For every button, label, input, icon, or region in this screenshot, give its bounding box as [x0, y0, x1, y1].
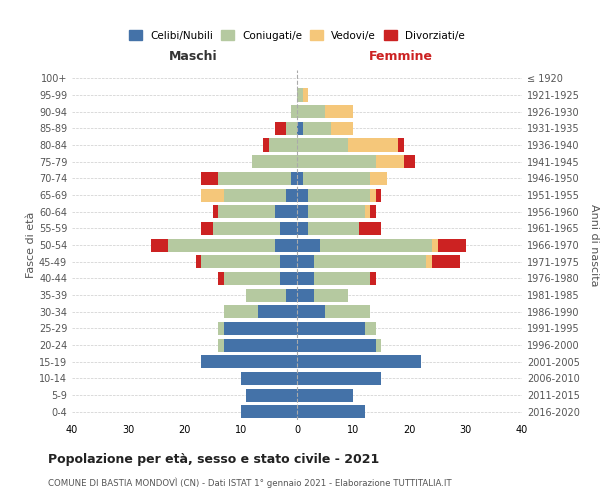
- Bar: [218, 172, 292, 185]
- Bar: [359, 222, 382, 235]
- Bar: [370, 172, 387, 185]
- Bar: [437, 238, 466, 252]
- Bar: [308, 205, 365, 218]
- Bar: [314, 272, 370, 285]
- Bar: [292, 172, 297, 185]
- Bar: [292, 105, 297, 118]
- Bar: [280, 272, 297, 285]
- Bar: [252, 155, 297, 168]
- Bar: [275, 205, 297, 218]
- Bar: [376, 155, 404, 168]
- Bar: [347, 138, 398, 151]
- Bar: [314, 288, 347, 302]
- Bar: [224, 338, 297, 351]
- Bar: [297, 388, 353, 402]
- Bar: [297, 155, 376, 168]
- Bar: [320, 238, 432, 252]
- Bar: [398, 138, 404, 151]
- Bar: [286, 188, 297, 202]
- Bar: [432, 238, 437, 252]
- Bar: [325, 305, 370, 318]
- Bar: [297, 105, 325, 118]
- Bar: [224, 272, 280, 285]
- Text: Popolazione per età, sesso e stato civile - 2021: Popolazione per età, sesso e stato civil…: [48, 452, 379, 466]
- Bar: [202, 222, 212, 235]
- Bar: [297, 305, 325, 318]
- Bar: [376, 188, 382, 202]
- Legend: Celibi/Nubili, Coniugati/e, Vedovi/e, Divorziati/e: Celibi/Nubili, Coniugati/e, Vedovi/e, Di…: [125, 26, 469, 45]
- Bar: [308, 188, 370, 202]
- Bar: [365, 322, 376, 335]
- Bar: [297, 272, 314, 285]
- Bar: [376, 338, 382, 351]
- Y-axis label: Fasce di età: Fasce di età: [26, 212, 36, 278]
- Bar: [280, 222, 297, 235]
- Bar: [370, 205, 376, 218]
- Bar: [224, 188, 286, 202]
- Bar: [263, 138, 269, 151]
- Bar: [297, 222, 308, 235]
- Bar: [269, 138, 297, 151]
- Bar: [218, 322, 224, 335]
- Bar: [297, 122, 302, 135]
- Bar: [331, 122, 353, 135]
- Text: COMUNE DI BASTIA MONDOVÌ (CN) - Dati ISTAT 1° gennaio 2021 - Elaborazione TUTTIT: COMUNE DI BASTIA MONDOVÌ (CN) - Dati IST…: [48, 478, 452, 488]
- Bar: [297, 338, 376, 351]
- Bar: [257, 305, 297, 318]
- Bar: [432, 255, 460, 268]
- Bar: [275, 122, 286, 135]
- Bar: [302, 88, 308, 102]
- Bar: [297, 288, 314, 302]
- Bar: [297, 88, 302, 102]
- Bar: [297, 238, 320, 252]
- Bar: [202, 188, 224, 202]
- Bar: [286, 288, 297, 302]
- Bar: [151, 238, 167, 252]
- Bar: [196, 255, 202, 268]
- Bar: [212, 205, 218, 218]
- Bar: [218, 272, 224, 285]
- Bar: [202, 255, 280, 268]
- Bar: [297, 138, 347, 151]
- Bar: [297, 372, 382, 385]
- Bar: [241, 405, 297, 418]
- Bar: [297, 172, 302, 185]
- Bar: [224, 322, 297, 335]
- Bar: [302, 172, 370, 185]
- Bar: [427, 255, 432, 268]
- Bar: [212, 222, 280, 235]
- Bar: [247, 388, 297, 402]
- Bar: [218, 205, 275, 218]
- Bar: [297, 355, 421, 368]
- Text: Femmine: Femmine: [368, 50, 433, 63]
- Bar: [370, 272, 376, 285]
- Bar: [286, 122, 297, 135]
- Bar: [280, 255, 297, 268]
- Bar: [218, 338, 224, 351]
- Bar: [297, 205, 308, 218]
- Bar: [370, 188, 376, 202]
- Bar: [302, 122, 331, 135]
- Bar: [224, 305, 257, 318]
- Bar: [202, 355, 297, 368]
- Bar: [297, 322, 365, 335]
- Bar: [325, 105, 353, 118]
- Bar: [202, 172, 218, 185]
- Bar: [297, 188, 308, 202]
- Bar: [314, 255, 427, 268]
- Bar: [247, 288, 286, 302]
- Bar: [241, 372, 297, 385]
- Text: Maschi: Maschi: [169, 50, 218, 63]
- Bar: [365, 205, 370, 218]
- Bar: [167, 238, 275, 252]
- Bar: [308, 222, 359, 235]
- Y-axis label: Anni di nascita: Anni di nascita: [589, 204, 599, 286]
- Bar: [297, 405, 365, 418]
- Bar: [297, 255, 314, 268]
- Bar: [275, 238, 297, 252]
- Bar: [404, 155, 415, 168]
